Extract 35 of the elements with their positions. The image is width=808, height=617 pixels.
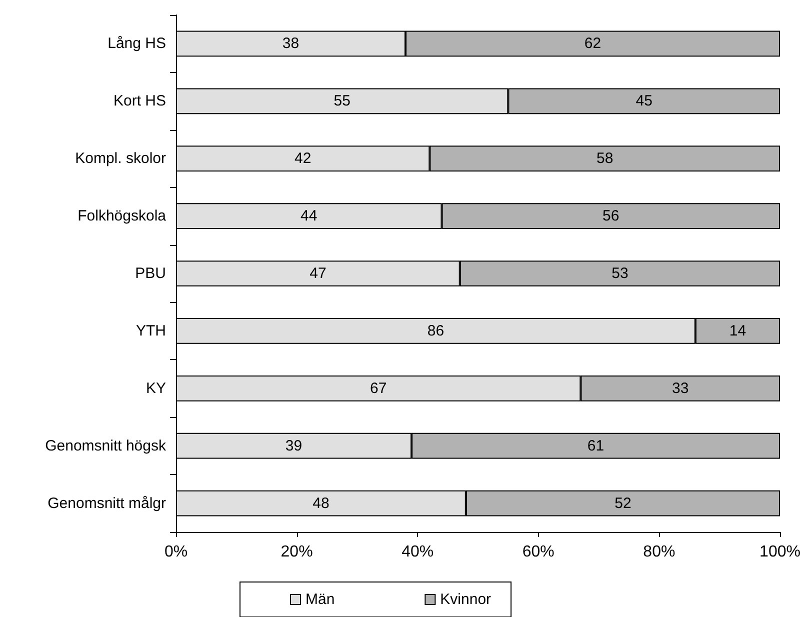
- legend-label: Män: [306, 591, 335, 608]
- data-label: 45: [636, 92, 652, 110]
- data-label: 44: [300, 208, 318, 225]
- data-label: 86: [427, 322, 444, 340]
- data-label: 62: [584, 35, 602, 52]
- y-tick-label: Folkhögskola: [78, 208, 167, 225]
- y-tick-label: PBU: [135, 265, 166, 282]
- y-tick-label: Kort HS: [113, 92, 166, 110]
- x-tick-label: 60%: [522, 544, 554, 560]
- data-label: 67: [370, 380, 387, 397]
- x-tick-label: 80%: [643, 544, 676, 560]
- x-tick-label: 0%: [164, 544, 188, 560]
- y-tick-label: KY: [146, 380, 166, 397]
- data-label: 33: [672, 380, 689, 397]
- y-tick-label: Lång HS: [108, 35, 166, 52]
- data-label: 56: [602, 208, 620, 225]
- data-label: 52: [614, 494, 632, 512]
- data-label: 39: [285, 437, 302, 454]
- data-label: 55: [334, 92, 350, 110]
- x-tick-label: 40%: [402, 544, 434, 560]
- y-tick-label: Genomsnitt målgr: [48, 494, 166, 512]
- y-tick-label: Genomsnitt högsk: [45, 437, 166, 454]
- data-label: 47: [310, 265, 326, 282]
- y-tick-label: YTH: [136, 322, 166, 340]
- data-label: 58: [596, 150, 614, 168]
- data-label: 61: [587, 437, 604, 454]
- data-label: 14: [729, 322, 746, 340]
- x-tick-label: 100%: [760, 544, 800, 560]
- data-label: 42: [294, 150, 312, 168]
- data-label: 38: [282, 35, 300, 52]
- data-label: 48: [312, 494, 330, 512]
- x-tick-label: 20%: [280, 544, 313, 560]
- data-label: 53: [612, 265, 628, 282]
- legend-label: Kvinnor: [440, 591, 492, 608]
- y-tick-label: Kompl. skolor: [75, 150, 166, 168]
